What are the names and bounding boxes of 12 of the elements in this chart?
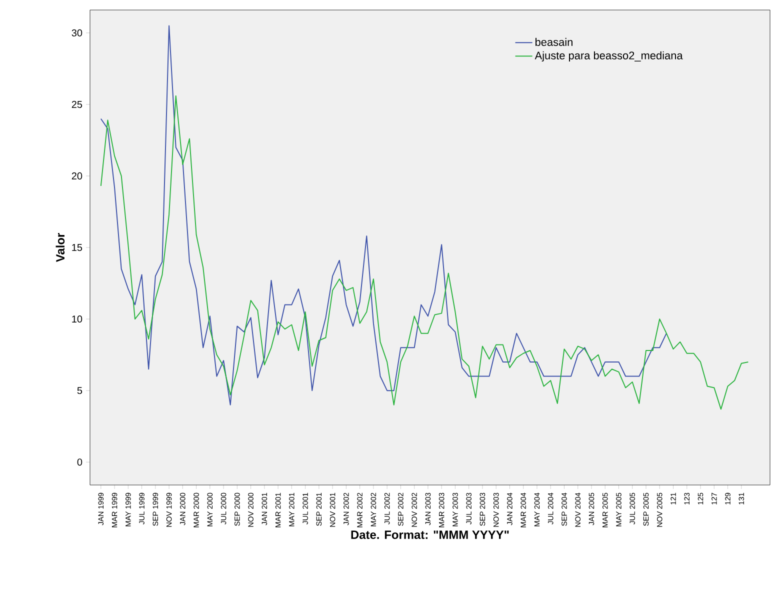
- line-series: [100, 95, 749, 410]
- x-axis-title: Date. Format: "MMM YYYY": [351, 530, 509, 539]
- legend-label: beasain: [535, 38, 572, 46]
- y-tick-label: 20: [72, 172, 82, 180]
- y-tick-label: 15: [72, 244, 82, 251]
- y-axis-title: Valor: [56, 233, 65, 262]
- y-tick-label: 5: [77, 387, 82, 394]
- y-tick-label: 25: [72, 100, 82, 108]
- y-tick-label: 30: [72, 29, 82, 36]
- y-tick-label: 0: [77, 458, 82, 466]
- legend-label: Ajuste para beasso2_mediana: [534, 51, 683, 62]
- y-tick-label: 10: [72, 316, 82, 323]
